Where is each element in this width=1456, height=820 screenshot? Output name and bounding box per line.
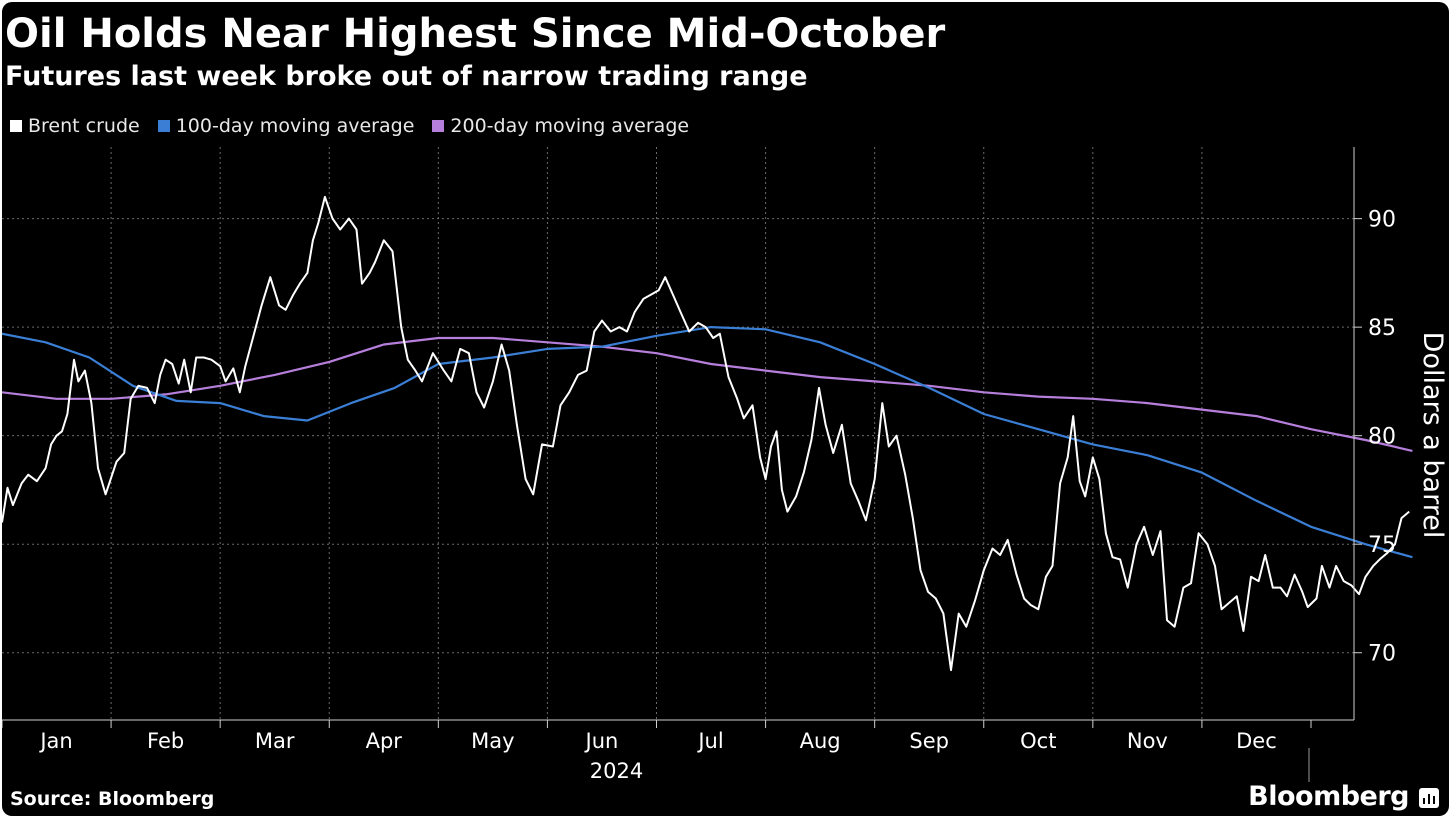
terminal-icon [1419, 788, 1439, 808]
axes: 70 75 80 85 90 Jan Feb Mar Apr May Jun Jul Aug Sep Oct… [2, 147, 1448, 783]
x-tick-label: Jan [38, 729, 72, 753]
legend: Brent crude 100-day moving average 200-d… [10, 113, 707, 139]
legend-swatch-brent [10, 120, 22, 132]
source-note: Source: Bloomberg [10, 788, 215, 810]
x-tick-label: Mar [255, 729, 295, 753]
x-tick-label: Dec [1236, 729, 1277, 753]
legend-swatch-ma200 [432, 120, 445, 132]
x-axis-label: 2024 [590, 759, 643, 783]
legend-label-brent: Brent crude [28, 115, 140, 137]
legend-item-ma200: 200-day moving average [432, 115, 689, 137]
gridlines [2, 147, 1354, 720]
legend-swatch-ma100 [157, 120, 170, 132]
series-line-brent [2, 195, 1410, 672]
x-tick-label: Apr [366, 729, 403, 753]
series-lines [2, 195, 1413, 672]
x-tick-label: Jul [696, 729, 723, 753]
x-tick-label: Oct [1020, 729, 1056, 753]
legend-item-ma100: 100-day moving average [157, 115, 415, 137]
bloomberg-logo: Bloomberg [1248, 781, 1409, 812]
y-tick-label: 90 [1368, 208, 1396, 233]
x-tick-label: Sep [909, 729, 949, 753]
legend-item-brent: Brent crude [10, 115, 140, 137]
y-tick-label: 80 [1368, 425, 1396, 450]
x-tick-label: Jun [584, 729, 619, 753]
x-tick-label: Nov [1127, 729, 1168, 753]
legend-label-ma100: 100-day moving average [175, 115, 415, 137]
legend-label-ma200: 200-day moving average [450, 115, 690, 137]
y-tick-label: 70 [1368, 642, 1396, 667]
x-tick-label: May [471, 729, 514, 753]
series-line-ma100 [2, 326, 1413, 559]
chart-title: Oil Holds Near Highest Since Mid-October [5, 11, 946, 57]
series-line-ma200 [2, 336, 1413, 452]
y-axis-title: Dollars a barrel [1417, 332, 1448, 539]
chart-subtitle: Futures last week broke out of narrow tr… [5, 61, 808, 92]
x-tick-label: Aug [800, 729, 841, 753]
x-tick-label: Feb [147, 729, 184, 753]
y-tick-label: 85 [1368, 316, 1396, 341]
y-tick-label: 75 [1368, 533, 1396, 558]
